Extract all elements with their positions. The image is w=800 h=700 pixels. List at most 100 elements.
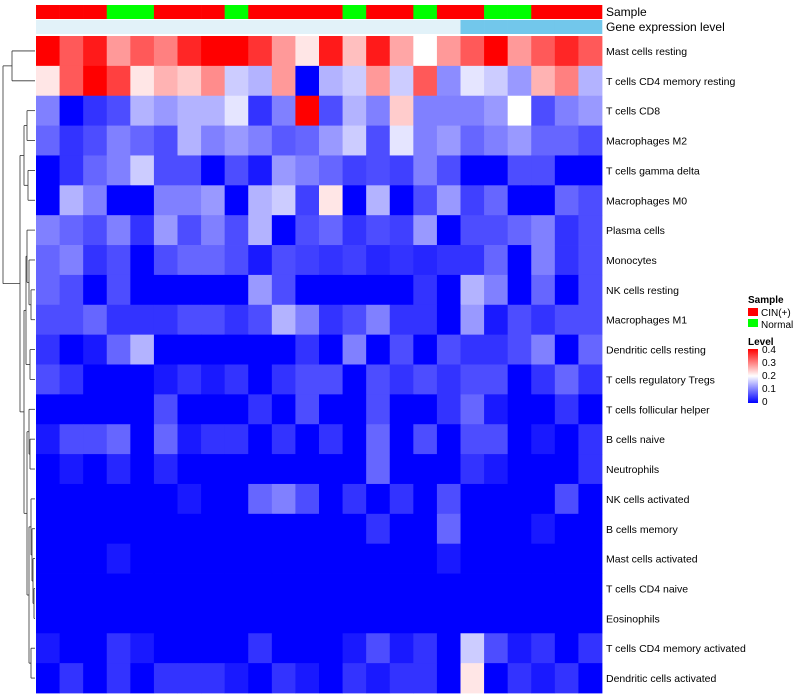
legend-label-cin: CIN(+) [761, 308, 791, 319]
heatmap-cell [83, 603, 108, 634]
heatmap-cell [248, 36, 273, 67]
heatmap-cell [554, 513, 579, 545]
heatmap-cell [295, 543, 320, 574]
heatmap-cell [460, 274, 485, 306]
heatmap-cell [460, 603, 485, 634]
heatmap-cell [554, 155, 579, 186]
heatmap-cell [248, 215, 273, 246]
heatmap-cell [507, 364, 532, 395]
heatmap-cell [153, 633, 178, 664]
heatmap-cell [224, 36, 249, 67]
heatmap-cell [271, 334, 296, 365]
heatmap-cell [130, 454, 155, 485]
heatmap-cell [460, 454, 485, 485]
heatmap-cell [248, 95, 273, 126]
heatmap-cell [177, 633, 202, 664]
heatmap-cell [59, 334, 84, 365]
heatmap-cell [507, 334, 532, 365]
sample-cell [342, 5, 367, 19]
heatmap-cell [342, 304, 367, 336]
heatmap-cell [507, 274, 532, 306]
heatmap-cell [554, 603, 579, 634]
heatmap-cell [248, 364, 273, 395]
heatmap-cell [578, 185, 603, 216]
heatmap-cell [436, 274, 461, 306]
heatmap-cell [389, 603, 414, 634]
heatmap-cell [507, 424, 532, 455]
heatmap-cell [554, 364, 579, 395]
heatmap-cell [507, 95, 532, 126]
heatmap-cell [295, 454, 320, 485]
heatmap-cell [507, 125, 532, 156]
heatmap-cell [130, 394, 155, 425]
heatmap-cell [554, 245, 579, 276]
heatmap-cell [201, 155, 226, 186]
heatmap-cell [531, 483, 556, 515]
heatmap-cell [436, 663, 461, 694]
heatmap-cell [201, 483, 226, 515]
heatmap-cell [319, 334, 343, 365]
heatmap-cell [484, 454, 509, 485]
heatmap-cell [460, 573, 485, 604]
heatmap-cell [507, 65, 532, 97]
heatmap-cell [224, 274, 249, 306]
heatmap-cell [507, 36, 532, 67]
heatmap-cell [295, 304, 320, 336]
heatmap-cell [436, 185, 461, 216]
heatmap-cell [507, 215, 532, 246]
heatmap-cell [507, 245, 532, 276]
heatmap-cell [295, 334, 320, 365]
heatmap-cell [484, 304, 509, 336]
heatmap-cell [177, 304, 202, 336]
row-label: Dendritic cells resting [606, 345, 706, 357]
heatmap-cell [319, 483, 343, 515]
heatmap-cell [177, 65, 202, 97]
heatmap-cell [201, 424, 226, 455]
heatmap-cell [271, 573, 296, 604]
heatmap-cell [59, 483, 84, 515]
heatmap-cell [177, 215, 202, 246]
heatmap-cell [177, 334, 202, 365]
heatmap-cell [554, 633, 579, 664]
heatmap-cell [248, 304, 273, 336]
legend-level-tick-0: 0 [762, 397, 768, 408]
heatmap-cell [224, 364, 249, 395]
heatmap-cell [460, 543, 485, 574]
heatmap-cell [578, 394, 603, 425]
heatmap-cell [224, 65, 249, 97]
heatmap-cell [130, 663, 155, 694]
heatmap-cell [248, 334, 273, 365]
heatmap-cell [295, 603, 320, 634]
heatmap-cell [130, 364, 155, 395]
heatmap-cell [484, 543, 509, 574]
heatmap-cell [130, 245, 155, 276]
sample-cell [201, 5, 225, 19]
heatmap-cell [248, 633, 273, 664]
heatmap-cell [224, 185, 249, 216]
heatmap-cell [389, 543, 414, 574]
heatmap-cell [319, 185, 343, 216]
heatmap-cell [366, 36, 391, 67]
heatmap-cell [342, 245, 367, 276]
heatmap-cell [130, 125, 155, 156]
heatmap-cell [413, 274, 438, 306]
heatmap-cell [389, 573, 414, 604]
heatmap-cell [153, 394, 178, 425]
expression-level-cell [106, 20, 131, 34]
sample-annotation-bar [36, 5, 603, 19]
heatmap-cell [578, 274, 603, 306]
heatmap-cells [36, 36, 603, 694]
heatmap-cell [436, 454, 461, 485]
heatmap-cell [484, 274, 509, 306]
heatmap-cell [366, 364, 391, 395]
heatmap-cell [177, 185, 202, 216]
row-label: T cells CD8 [606, 106, 660, 118]
heatmap-cell [201, 65, 226, 97]
heatmap-cell [531, 125, 556, 156]
heatmap-cell [201, 663, 226, 694]
heatmap-cell [36, 65, 60, 97]
heatmap-cell [130, 155, 155, 186]
heatmap-cell [389, 424, 414, 455]
heatmap-cell [153, 245, 178, 276]
heatmap-cell [271, 274, 296, 306]
